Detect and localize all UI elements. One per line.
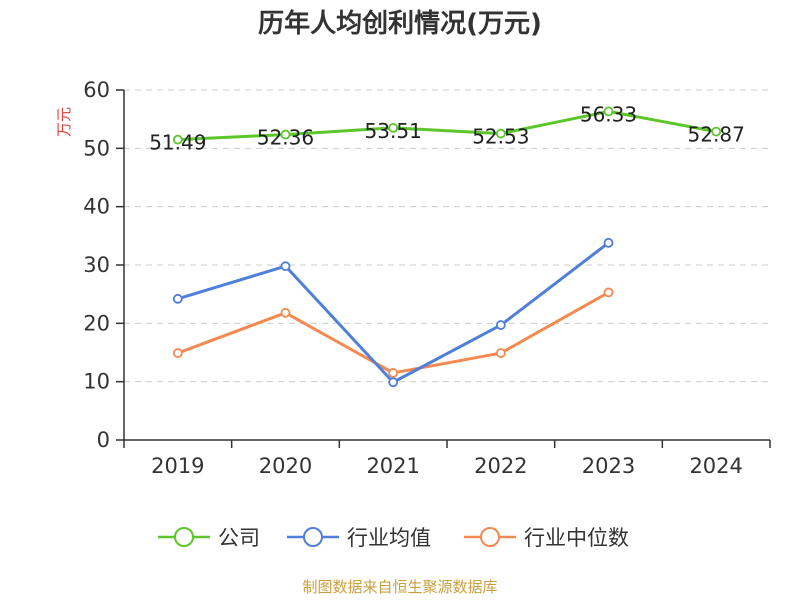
y-tick-label: 60 [83, 78, 110, 102]
data-label: 52.36 [257, 126, 314, 150]
data-point[interactable] [172, 134, 183, 145]
series-group [172, 106, 722, 388]
source-note: 制图数据来自恒生聚源数据库 [302, 578, 497, 596]
x-tick-label: 2023 [582, 454, 635, 478]
chart-title: 历年人均创利情况(万元) [258, 8, 542, 39]
data-point[interactable] [495, 320, 506, 330]
tick-labels: 0 10 20 30 40 50 60 2019 2020 2021 2022 2023 2024 [83, 78, 743, 478]
data-point[interactable] [388, 368, 399, 378]
x-tick-label: 2024 [689, 454, 742, 478]
y-axis-label: 万元 [55, 107, 73, 137]
legend-marker [303, 527, 323, 547]
series-line [177, 241, 610, 384]
data-point[interactable] [603, 106, 614, 117]
legend-marker [174, 527, 194, 547]
legend-item[interactable]: 行业均值 [287, 526, 431, 550]
data-label: 52.53 [472, 125, 529, 149]
legend-label: 行业中位数 [524, 526, 629, 550]
data-labels: 51.49 52.36 53.51 52.53 56.33 52.87 [149, 102, 745, 154]
x-tick-label: 2020 [259, 454, 312, 478]
data-point[interactable] [172, 293, 183, 304]
x-tick-label: 2019 [151, 454, 204, 478]
axes [116, 89, 771, 448]
y-tick-label: 30 [83, 253, 110, 277]
legend-label: 行业均值 [347, 526, 431, 550]
data-point[interactable] [280, 129, 291, 140]
data-label: 53.51 [365, 119, 422, 143]
series-line [177, 109, 717, 142]
y-tick-label: 0 [97, 428, 110, 452]
legend-item[interactable]: 行业中位数 [464, 526, 629, 550]
y-tick-label: 40 [83, 195, 110, 219]
x-tick-label: 2022 [474, 454, 527, 478]
data-point[interactable] [495, 128, 506, 139]
legend-marker [480, 527, 500, 547]
data-label: 56.33 [580, 102, 637, 126]
data-point[interactable] [603, 287, 614, 298]
x-tick-label: 2021 [366, 454, 419, 478]
legend[interactable]: 公司 行业均值 行业中位数 [158, 526, 629, 550]
y-tick-label: 20 [83, 311, 110, 335]
y-tick-label: 10 [83, 370, 110, 394]
legend-label: 公司 [218, 526, 260, 550]
legend-item[interactable]: 公司 [158, 526, 260, 550]
data-label: 51.49 [149, 131, 206, 155]
grid-lines [124, 89, 770, 383]
data-point[interactable] [495, 348, 506, 358]
series-line [177, 291, 610, 375]
data-point[interactable] [388, 377, 399, 388]
data-point[interactable] [172, 348, 183, 358]
data-point[interactable] [280, 261, 291, 272]
data-point[interactable] [280, 307, 291, 318]
data-point[interactable] [711, 126, 722, 137]
y-tick-label: 50 [83, 136, 110, 160]
data-label: 52.87 [688, 123, 745, 147]
data-point[interactable] [603, 237, 614, 248]
data-point[interactable] [388, 122, 399, 133]
